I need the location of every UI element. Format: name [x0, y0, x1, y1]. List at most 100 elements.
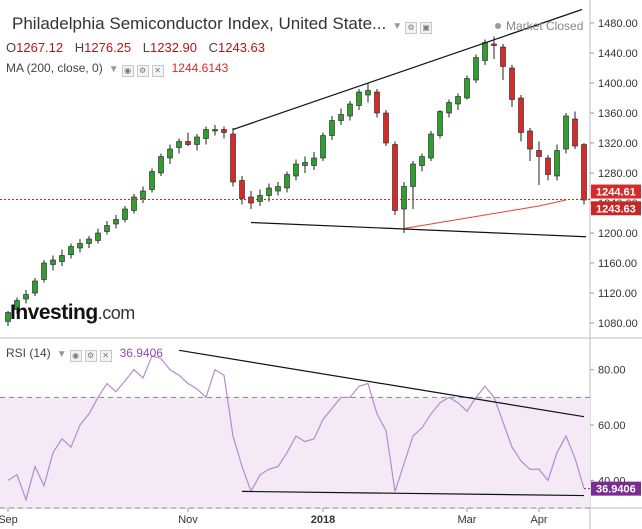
rsi-tag-box	[591, 481, 641, 496]
price-tick-label: 1400.00	[598, 78, 638, 90]
price-tick-label: 1200.00	[598, 228, 638, 240]
price-tag-box	[591, 184, 641, 199]
candle-body	[527, 130, 533, 150]
ma-chevron-down-icon[interactable]: ▼	[108, 64, 119, 75]
candle-body	[491, 43, 497, 46]
high-key: H	[74, 40, 85, 55]
logo-text: Investing	[10, 301, 98, 324]
open-key: O	[6, 40, 17, 55]
candle-body	[347, 103, 353, 117]
rsi-label: RSI (14)	[6, 346, 51, 360]
status-dot-icon	[495, 23, 501, 29]
time-tick-label: Sep	[0, 514, 18, 526]
candle-body	[239, 180, 245, 199]
low-value: 1232.90	[150, 40, 197, 55]
candle-body	[95, 232, 101, 241]
candle-body	[131, 196, 137, 211]
candle-body	[68, 246, 74, 256]
candle-body	[365, 90, 371, 96]
candle-body	[104, 225, 110, 232]
candle-body	[572, 118, 578, 147]
rsi-band	[0, 397, 590, 508]
rsi-settings-icon[interactable]: ⚙	[84, 350, 97, 362]
candle-body	[257, 195, 263, 202]
price-tag-label: 1244.61	[596, 187, 636, 199]
candle-body	[194, 136, 200, 145]
rsi-close-icon[interactable]: ✕	[99, 350, 112, 362]
candle-body	[455, 96, 461, 105]
ma-value: 1244.6143	[171, 61, 229, 75]
candle-body	[509, 67, 515, 100]
chart-title: Philadelphia Semiconductor Index, United…	[12, 14, 433, 34]
upper-trendline	[232, 8, 583, 131]
market-status-text: Market Closed	[506, 19, 584, 33]
candle-body	[284, 174, 290, 189]
title-text: Philadelphia Semiconductor Index, United…	[12, 14, 387, 33]
candle-body	[536, 150, 542, 157]
candle-body	[158, 156, 164, 174]
rsi-lower-trendline	[241, 490, 585, 497]
candle-body	[302, 162, 308, 166]
price-tag-box	[591, 201, 641, 216]
rsi-tick-label: 60.00	[598, 420, 626, 432]
candle-body	[149, 171, 155, 190]
candle-body	[23, 294, 29, 300]
candle-body	[230, 133, 236, 183]
candle-body	[14, 300, 20, 310]
candle-body	[518, 97, 524, 133]
candle-body	[221, 129, 227, 133]
price-tick-label: 1440.00	[598, 48, 638, 60]
candle-body	[473, 57, 479, 81]
close-value: 1243.63	[218, 40, 266, 55]
close-key: C	[208, 40, 219, 55]
candle-body	[41, 262, 47, 280]
time-tick-label: 2018	[311, 514, 335, 526]
price-tick-label: 1280.00	[598, 168, 638, 180]
market-status: Market Closed	[495, 19, 583, 33]
ma-200-line	[403, 199, 567, 229]
high-value: 1276.25	[84, 40, 132, 55]
candle-body	[329, 120, 335, 136]
open-value: 1267.12	[16, 40, 64, 55]
candle-body	[77, 243, 83, 249]
candle-body	[122, 208, 128, 220]
candle-body	[554, 150, 560, 177]
rsi-legend[interactable]: RSI (14) ▼ ◉ ⚙ ✕ 36.9406	[6, 346, 163, 362]
low-key: L	[142, 40, 150, 55]
candle-body	[392, 144, 398, 211]
price-tick-label: 1160.00	[598, 258, 637, 270]
price-tag-label: 1243.63	[596, 203, 636, 215]
candle-body	[140, 190, 146, 199]
rsi-value: 36.9406	[119, 346, 163, 360]
ma-eye-icon[interactable]: ◉	[121, 65, 134, 77]
candle-body	[59, 255, 65, 262]
chevron-down-icon[interactable]: ▼	[392, 21, 403, 32]
rsi-tick-label: 80.00	[598, 365, 626, 377]
rsi-chevron-down-icon[interactable]: ▼	[56, 349, 67, 360]
ma-close-icon[interactable]: ✕	[151, 65, 164, 77]
logo-suffix: .com	[97, 303, 136, 323]
ma-legend[interactable]: MA (200, close, 0) ▼ ◉ ⚙ ✕ 1244.6143	[6, 61, 228, 77]
candle-body	[311, 157, 317, 166]
candle-body	[203, 129, 209, 139]
price-tick-label: 1480.00	[598, 18, 638, 30]
ma-settings-icon[interactable]: ⚙	[136, 65, 149, 77]
candle-body	[32, 280, 38, 294]
candle-body	[338, 114, 344, 121]
settings-icon[interactable]: ⚙	[405, 22, 418, 34]
candle-body	[545, 157, 551, 175]
candle-body	[500, 46, 506, 67]
time-tick-label: Mar	[458, 514, 477, 526]
ma-label: MA (200, close, 0)	[6, 61, 103, 75]
candle-body	[581, 144, 587, 201]
time-tick-label: Apr	[530, 514, 547, 526]
candle-body	[482, 42, 488, 61]
candle-body	[86, 238, 92, 244]
candle-body	[167, 148, 173, 159]
rsi-eye-icon[interactable]: ◉	[69, 350, 82, 362]
candle-body	[185, 141, 191, 145]
candle-body	[275, 186, 281, 192]
expand-icon[interactable]: ▣	[420, 22, 433, 34]
candle-body	[320, 135, 326, 159]
